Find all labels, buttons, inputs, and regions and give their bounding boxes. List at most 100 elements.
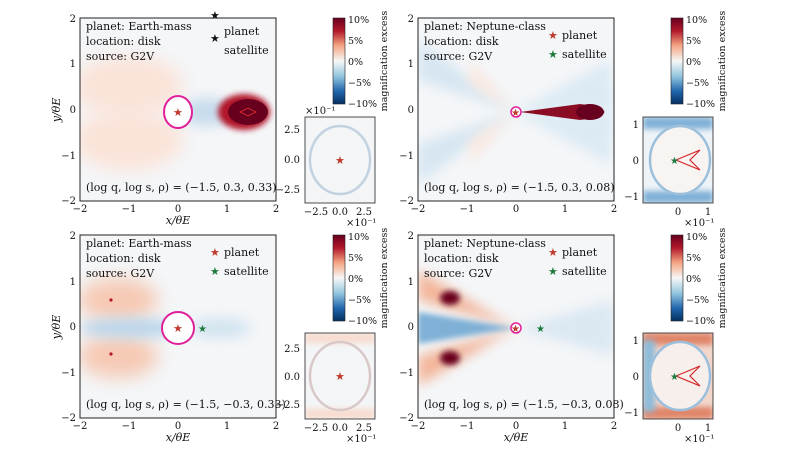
x-ticks: −2 −1 0 1 2 [411, 421, 618, 432]
cb-tick: −10% [348, 316, 377, 327]
cb-tick: 0% [686, 274, 701, 285]
x-tick: −1 [460, 204, 475, 215]
legend-satellite: satellite [562, 265, 607, 278]
info-source: source: G2V [86, 267, 155, 280]
inset-x-tick: −2.5 [304, 423, 328, 434]
panel-c: planet: Earth-mass location: disk source… [50, 228, 390, 445]
inset-x-tick: −2.5 [304, 207, 328, 218]
inset-satellite-star-icon: ★ [670, 156, 679, 167]
colorbar: 10% 5% 0% −5% −10% magnification excess [670, 228, 728, 329]
cb-tick: 5% [348, 253, 363, 264]
x-tick: 2 [611, 421, 617, 432]
inset-x-tick: 1 [705, 207, 711, 218]
legend-satellite: satellite [224, 265, 269, 278]
cb-tick: 10% [348, 232, 369, 243]
y-tick: 1 [70, 277, 76, 288]
planet-legend-icon: ★ [548, 246, 558, 259]
info-location: location: disk [424, 252, 499, 265]
inset-y-tick: 0.0 [284, 372, 300, 383]
satellite-legend-icon: ★ [548, 48, 558, 61]
cb-tick: 5% [348, 36, 363, 47]
cb-tick: 0% [348, 57, 363, 68]
x-tick: 2 [611, 204, 617, 215]
x-tick: −1 [122, 421, 137, 432]
x-ticks: −2 −1 0 1 2 [73, 204, 280, 215]
y-tick: 0 [408, 322, 414, 333]
y-tick: 1 [70, 59, 76, 70]
x-tick: 1 [224, 421, 230, 432]
x-tick: 0 [513, 204, 519, 215]
caustic [674, 149, 701, 171]
info-source: source: G2V [86, 50, 155, 63]
inset-satellite-star-icon: ★ [670, 372, 679, 383]
planet-legend-icon: ★ [548, 29, 558, 42]
panel-a-heatmap [80, 18, 276, 201]
satellite-legend-icon: ★ [210, 32, 220, 45]
cb-tick: 0% [686, 57, 701, 68]
planet-legend-icon: ★ [210, 246, 220, 259]
y-tick: −2 [61, 196, 76, 207]
satellite-star-icon: ★ [536, 324, 545, 335]
x-tick: −1 [460, 421, 475, 432]
caustic [674, 365, 701, 387]
x-tick: −2 [73, 204, 88, 215]
y-tick: 2 [70, 231, 76, 242]
y-tick: 0 [70, 322, 76, 333]
legend-planet: planet [224, 25, 260, 38]
y-ticks: 2 1 0 −1 −2 [61, 14, 76, 207]
colorbar: 10% 5% 0% −5% −10% magnification excess [332, 11, 390, 111]
x-tick: 0 [513, 421, 519, 432]
cb-tick: 10% [348, 15, 369, 26]
y-axis-label: y/θE [50, 98, 63, 124]
y-tick: −2 [399, 196, 414, 207]
inset-y-tick: −2.5 [276, 400, 300, 411]
info-location: location: disk [86, 252, 161, 265]
legend-satellite: satellite [224, 44, 269, 57]
cb-label: magnification excess [717, 228, 728, 329]
panel-b-heatmap [418, 18, 614, 201]
panel-d-frame [417, 234, 615, 419]
inset: ★ 2.5 0.0 −2.5 −2.5 0.0 2.5 ×10⁻¹ [276, 332, 376, 445]
panel-b: planet: Neptune-class location: disk sou… [399, 11, 728, 229]
info-planet: planet: Earth-mass [86, 20, 192, 33]
panel-c-heatmap [80, 235, 276, 418]
y-tick: −1 [61, 368, 76, 379]
cb-tick: −5% [686, 78, 709, 89]
cb-tick: 5% [686, 36, 701, 47]
y-ticks: 2 1 0 −1 −2 [399, 14, 414, 207]
y-tick: −2 [61, 413, 76, 424]
inset-y-tick: 2.5 [284, 344, 300, 355]
y-tick: 0 [408, 105, 414, 116]
x-tick: 1 [562, 204, 568, 215]
inset-y-tick: 0 [633, 372, 639, 383]
x-tick: 1 [224, 204, 230, 215]
legend-satellite: satellite [562, 48, 607, 61]
x-tick: 1 [562, 421, 568, 432]
y-tick: 2 [70, 14, 76, 25]
x-tick: −1 [122, 204, 137, 215]
x-tick: 2 [273, 204, 279, 215]
inset-planet-star-icon: ★ [335, 154, 345, 167]
x-axis-label: x/θE [166, 214, 191, 227]
y-axis-label: y/θE [50, 315, 63, 341]
caustic [238, 107, 258, 117]
y-tick: 1 [408, 59, 414, 70]
cb-tick: 10% [686, 15, 707, 26]
params-label: (log q, log s, ρ) = (−1.5, −0.3, 0.33) [86, 398, 286, 411]
inset-y-scale: ×10⁻¹ [305, 106, 335, 117]
inset-x-scale: ×10⁻¹ [684, 434, 714, 445]
info-source: source: G2V [424, 50, 493, 63]
panel-d: planet: Neptune-class location: disk sou… [399, 228, 728, 445]
source-circle [161, 311, 195, 345]
inset-x-tick: 0 [675, 207, 681, 218]
planet-legend-icon: ★ [210, 9, 220, 22]
inset: ★ 1 0 −1 0 1 ×10⁻¹ [624, 332, 714, 445]
cb-tick: 5% [686, 253, 701, 264]
info-planet: planet: Earth-mass [86, 237, 192, 250]
inset-y-tick: 2.5 [284, 125, 300, 136]
info-location: location: disk [424, 35, 499, 48]
inset-y-tick: −2.5 [276, 185, 300, 196]
inset: ★ 2.5 0.0 −2.5 −2.5 0.0 2.5 ×10⁻¹ ×10⁻¹ [276, 106, 377, 229]
cb-label: magnification excess [717, 11, 728, 112]
